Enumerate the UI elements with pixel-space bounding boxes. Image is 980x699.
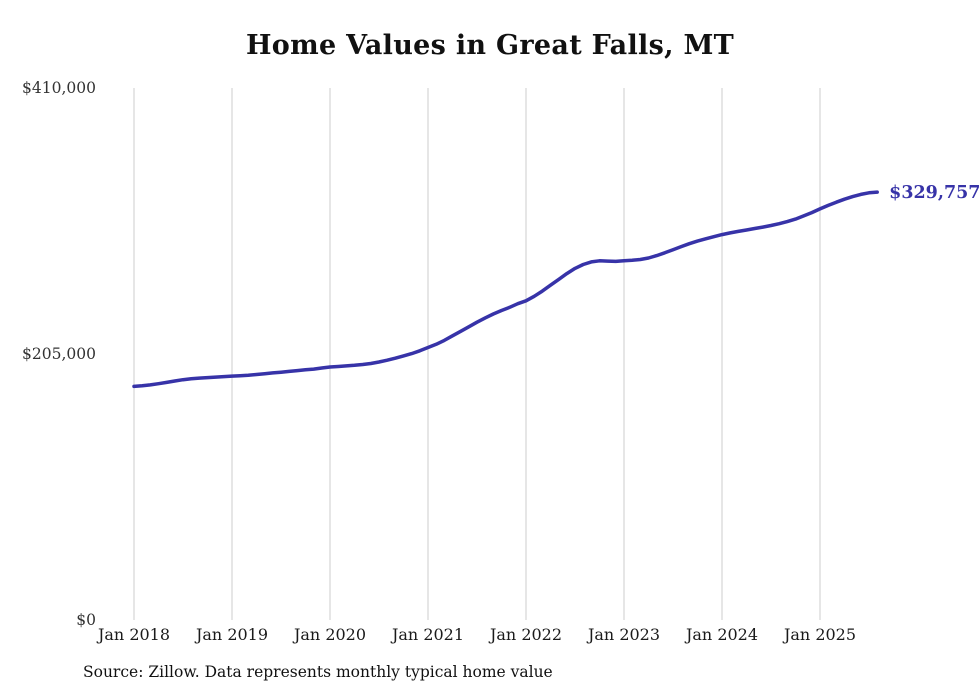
x-tick-label: Jan 2024 [684, 625, 758, 644]
y-tick-label: $0 [76, 611, 96, 629]
x-tick-label: Jan 2018 [96, 625, 170, 644]
value-line [132, 190, 879, 389]
x-tick-label: Jan 2020 [292, 625, 366, 644]
x-tick-label: Jan 2022 [488, 625, 562, 644]
x-tick-label: Jan 2021 [390, 625, 464, 644]
x-tick-label: Jan 2019 [194, 625, 268, 644]
x-tick-label: Jan 2023 [586, 625, 660, 644]
end-value-label: $329,757 [889, 183, 980, 203]
y-tick-label: $205,000 [22, 345, 96, 363]
x-tick-label: Jan 2025 [782, 625, 856, 644]
chart-title: Home Values in Great Falls, MT [245, 30, 735, 61]
source-note: Source: Zillow. Data represents monthly … [83, 663, 553, 681]
y-tick-label: $410,000 [22, 79, 96, 97]
